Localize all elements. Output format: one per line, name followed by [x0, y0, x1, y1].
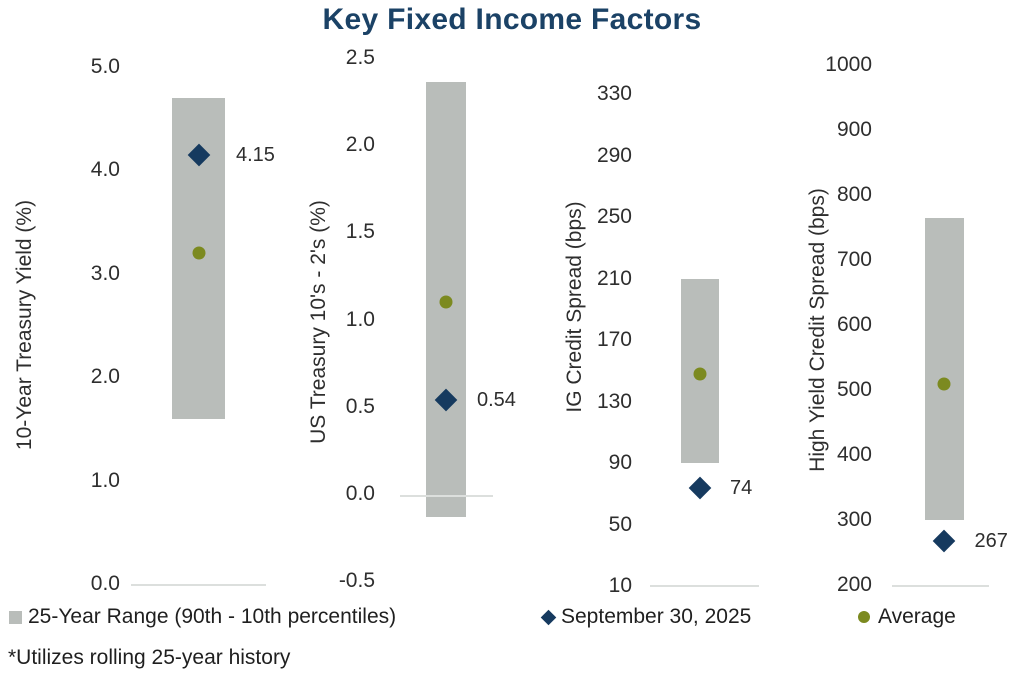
y-tick-label: 1.0: [345, 307, 375, 331]
y-tick-label: 2.0: [345, 133, 375, 157]
y-tick-label: 700: [836, 248, 872, 271]
y-tick-label: 1.0: [90, 468, 120, 492]
y-tick-label: 1000: [825, 53, 872, 76]
current-value-label: 4.15: [236, 143, 275, 166]
circle-marker-icon: [858, 611, 870, 623]
legend-average-label: Average: [878, 605, 956, 628]
current-diamond: [932, 530, 956, 553]
y-tick-label: 200: [836, 573, 872, 596]
y-tick-label: 900: [836, 118, 872, 141]
y-tick-label: 90: [608, 451, 632, 474]
current-value-label: 267: [974, 530, 1008, 553]
average-dot: [439, 295, 453, 309]
y-tick-label: 330: [596, 82, 632, 105]
y-tick-label: 130: [596, 389, 632, 413]
y-tick-label: 0.0: [90, 572, 120, 595]
legend-current-label: September 30, 2025: [561, 605, 752, 628]
range-bar: [924, 217, 964, 520]
y-axis-label: 10-Year Treasury Yield (%): [13, 199, 36, 451]
average-dot: [192, 246, 205, 260]
axis-baseline: [650, 585, 759, 587]
current-value-label: 0.54: [477, 388, 516, 411]
y-axis-label: IG Credit Spread (bps): [563, 201, 586, 413]
y-tick-label: 210: [596, 266, 632, 290]
y-tick-label: 250: [596, 205, 632, 228]
axis-baseline: [892, 585, 989, 587]
current-value-label: 74: [730, 476, 753, 499]
legend-item-current: September 30, 2025: [540, 604, 752, 630]
current-diamond: [688, 476, 712, 499]
y-tick-label: 10: [608, 574, 632, 597]
y-tick-label: 2.5: [345, 46, 375, 69]
y-tick-label: 50: [608, 512, 632, 536]
diamond-marker-icon: [540, 609, 557, 625]
y-tick-label: 4.0: [90, 158, 120, 182]
footnote: *Utilizes rolling 25-year history: [8, 646, 291, 669]
chart-title: Key Fixed Income Factors: [322, 3, 702, 36]
y-tick-label: 290: [596, 143, 632, 167]
axis-baseline: [131, 584, 266, 586]
y-tick-label: -0.5: [338, 569, 375, 593]
axis-baseline: [400, 495, 493, 497]
legend-item-average: Average: [858, 604, 956, 630]
range-swatch-icon: [9, 610, 22, 624]
y-tick-label: 500: [836, 378, 872, 401]
y-tick-label: 0.0: [345, 482, 375, 505]
y-tick-label: 3.0: [90, 261, 120, 285]
average-dot: [693, 367, 707, 381]
y-tick-label: 1.5: [345, 220, 375, 244]
y-tick-label: 800: [836, 183, 872, 206]
y-tick-label: 0.5: [345, 394, 375, 418]
legend-item-range: 25-Year Range (90th - 10th percentiles): [9, 604, 396, 630]
y-tick-label: 400: [836, 443, 872, 466]
y-tick-label: 600: [836, 313, 872, 336]
legend-range-label: 25-Year Range (90th - 10th percentiles): [28, 605, 397, 628]
y-tick-label: 170: [596, 328, 632, 351]
y-tick-label: 5.0: [90, 55, 120, 78]
y-tick-label: 2.0: [90, 365, 120, 389]
y-tick-label: 300: [836, 508, 872, 531]
average-dot: [937, 377, 951, 390]
